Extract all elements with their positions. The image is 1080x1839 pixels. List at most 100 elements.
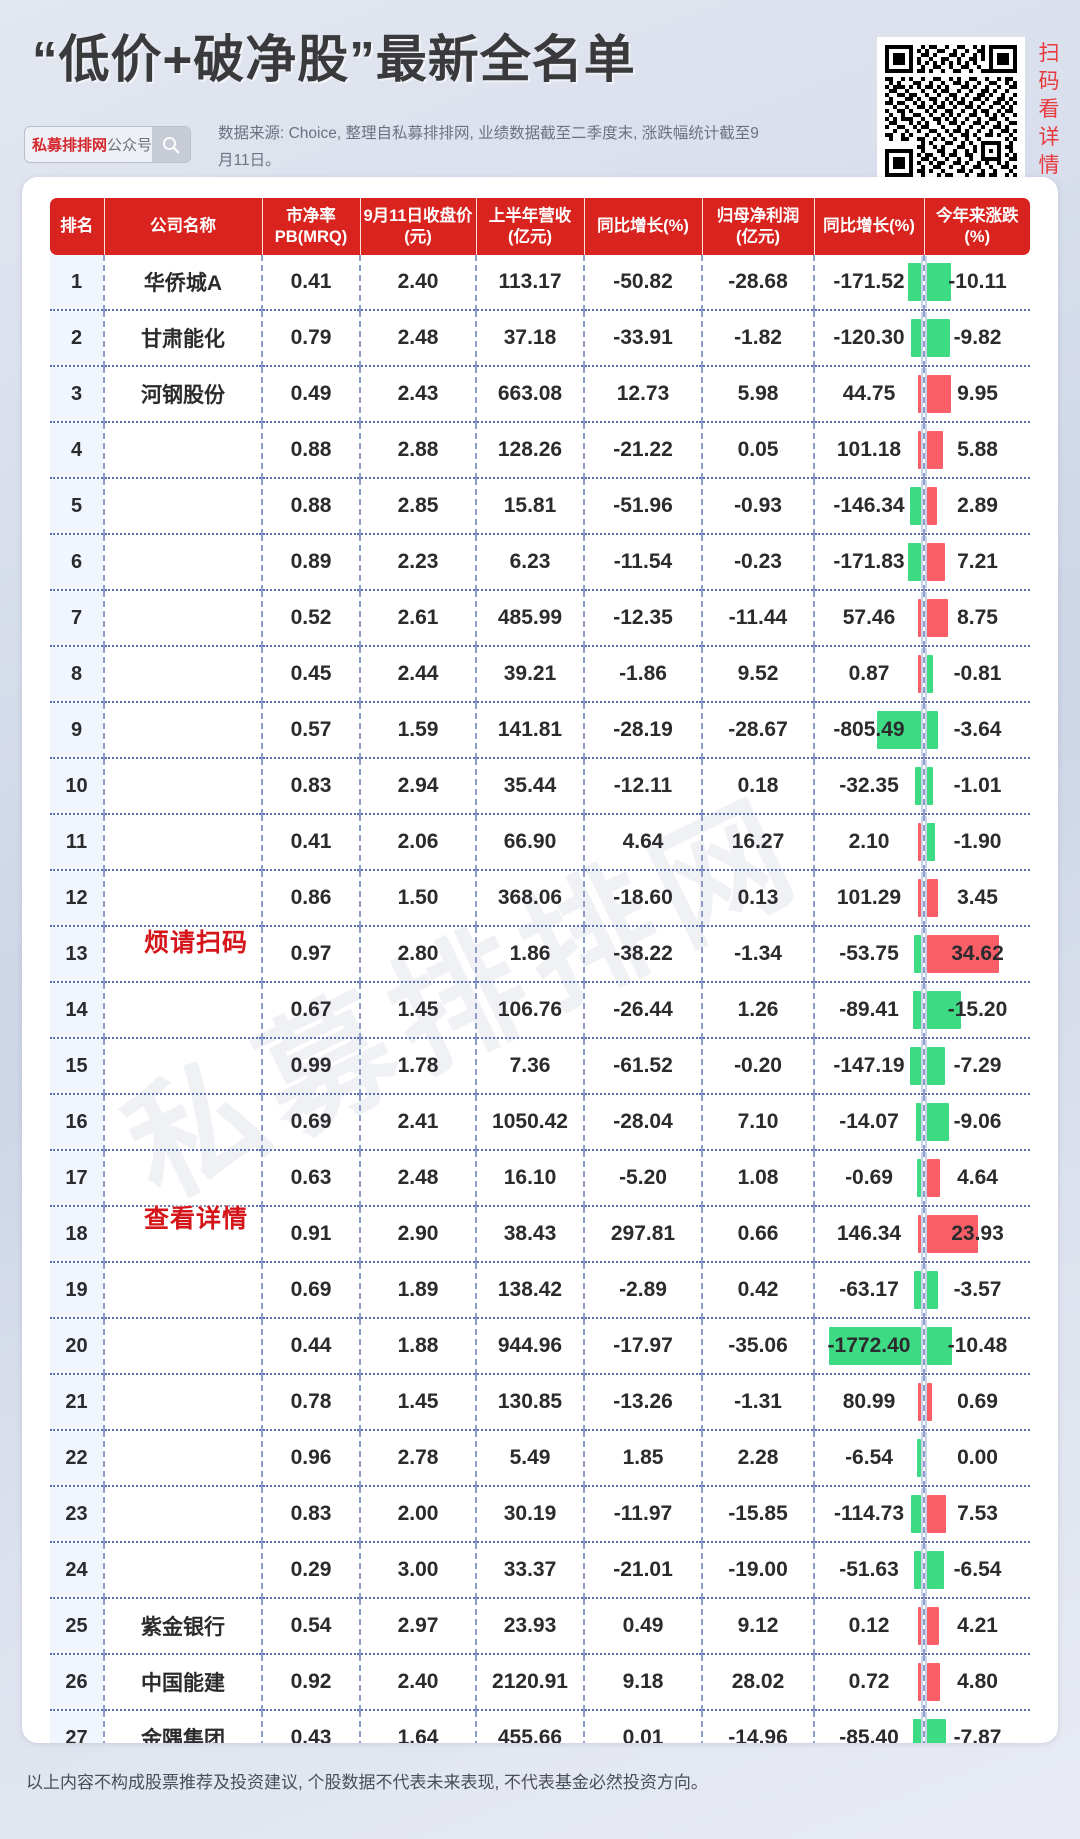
pb-cell: 0.88 [262, 478, 361, 535]
qr-code[interactable] [877, 37, 1025, 185]
rank-cell: 6 [50, 534, 105, 591]
revenue-cell: 6.23 [476, 534, 585, 591]
rank-cell: 10 [50, 758, 105, 815]
ytd-change-value: -0.81 [953, 662, 1002, 685]
net-profit-yoy-value: -53.75 [839, 942, 899, 965]
table-row: 1 华侨城A 0.41 2.40 113.17 -50.82 -28.68 -171.52 -1… [50, 255, 1030, 311]
revenue-cell: 38.43 [476, 1206, 585, 1263]
ytd-change-value: -7.87 [953, 1726, 1002, 1743]
ytd-change-value: 0.00 [957, 1446, 998, 1469]
company-name-cell [104, 1542, 263, 1599]
rank-cell: 11 [50, 814, 105, 871]
net-profit-cell: -11.44 [702, 590, 815, 647]
close-price-cell: 2.80 [360, 926, 477, 983]
net-profit-yoy-value: -171.52 [833, 270, 905, 293]
rank-cell: 21 [50, 1374, 105, 1431]
company-name-cell: 甘肃能化 [104, 310, 263, 367]
ytd-change-value: -3.57 [953, 1278, 1002, 1301]
rank-cell: 20 [50, 1318, 105, 1375]
revenue-cell: 663.08 [476, 366, 585, 423]
revenue-yoy-cell: -26.44 [584, 982, 703, 1039]
close-price-cell: 2.06 [360, 814, 477, 871]
rank-cell: 13 [50, 926, 105, 983]
ytd-change-value: -10.11 [948, 270, 1007, 293]
rank-cell: 4 [50, 422, 105, 479]
pb-cell: 0.69 [262, 1262, 361, 1319]
wechat-search-box[interactable]: 私募排排网公众号 [24, 126, 191, 163]
net-profit-cell: 16.27 [702, 814, 815, 871]
close-price-cell: 1.59 [360, 702, 477, 759]
table-row: 5 0.88 2.85 15.81 -51.96 -0.93 -146.34 2.89 [50, 478, 1030, 535]
revenue-yoy-cell: 1.85 [584, 1430, 703, 1487]
ytd-change-cell: 4.80 [924, 1654, 1030, 1711]
ytd-change-value: 8.75 [957, 606, 998, 629]
company-name-cell [104, 1206, 263, 1263]
net-profit-yoy-cell: 101.29 [814, 870, 925, 927]
table-row: 26 中国能建 0.92 2.40 2120.91 9.18 28.02 0.72 4.80 [50, 1654, 1030, 1711]
revenue-cell: 30.19 [476, 1486, 585, 1543]
ytd-change-value: -6.54 [953, 1558, 1002, 1581]
net-profit-cell: -15.85 [702, 1486, 815, 1543]
net-profit-yoy-cell: -0.69 [814, 1150, 925, 1207]
brand-name: 私募排排网 [32, 137, 108, 154]
net-profit-yoy-cell: -147.19 [814, 1038, 925, 1095]
ytd-change-cell: -7.29 [924, 1038, 1030, 1095]
ytd-change-value: 7.53 [957, 1502, 998, 1525]
revenue-yoy-cell: 9.18 [584, 1654, 703, 1711]
net-profit-yoy-cell: -63.17 [814, 1262, 925, 1319]
net-profit-yoy-value: -32.35 [839, 774, 899, 797]
ytd-change-value: -9.06 [953, 1110, 1002, 1133]
table-row: 6 0.89 2.23 6.23 -11.54 -0.23 -171.83 7.21 [50, 534, 1030, 591]
revenue-cell: 1.86 [476, 926, 585, 983]
ytd-change-cell: 0.69 [924, 1374, 1030, 1431]
pb-cell: 0.89 [262, 534, 361, 591]
ytd-change-cell: -9.82 [924, 310, 1030, 367]
column-header-7: 同比增长(%) [814, 198, 925, 255]
search-icon[interactable] [152, 127, 190, 162]
company-name-cell: 金隅集团 [104, 1710, 263, 1743]
pb-cell: 0.78 [262, 1374, 361, 1431]
table-row: 3 河钢股份 0.49 2.43 663.08 12.73 5.98 44.75 9.95 [50, 366, 1030, 423]
net-profit-yoy-cell: 0.72 [814, 1654, 925, 1711]
column-header-6: 归母净利润 (亿元) [702, 198, 815, 255]
close-price-cell: 2.00 [360, 1486, 477, 1543]
net-profit-yoy-value: -89.41 [839, 998, 899, 1021]
revenue-cell: 66.90 [476, 814, 585, 871]
close-price-cell: 2.40 [360, 1654, 477, 1711]
table-row: 25 紫金银行 0.54 2.97 23.93 0.49 9.12 0.12 4.21 [50, 1598, 1030, 1655]
pb-cell: 0.83 [262, 758, 361, 815]
table-row: 8 0.45 2.44 39.21 -1.86 9.52 0.87 -0.81 [50, 646, 1030, 703]
net-profit-yoy-value: -0.69 [845, 1166, 893, 1189]
scan-prompt-overlay: 烦请扫码 [144, 929, 249, 957]
data-source-note: 数据来源: Choice, 整理自私募排排网, 业绩数据截至二季度末, 涨跌幅统… [218, 125, 759, 169]
company-name-cell [104, 1318, 263, 1375]
ytd-change-cell: 7.53 [924, 1486, 1030, 1543]
close-price-cell: 1.45 [360, 1374, 477, 1431]
ytd-change-value: 4.80 [957, 1670, 998, 1693]
net-profit-yoy-value: 44.75 [842, 382, 896, 405]
net-profit-cell: -0.93 [702, 478, 815, 535]
rank-cell: 25 [50, 1598, 105, 1655]
net-profit-cell: 0.18 [702, 758, 815, 815]
table-body: 1 华侨城A 0.41 2.40 113.17 -50.82 -28.68 -171.52 -1… [50, 255, 1030, 1743]
net-profit-cell: -14.96 [702, 1710, 815, 1743]
close-price-cell: 2.43 [360, 366, 477, 423]
table-row: 20 0.44 1.88 944.96 -17.97 -35.06 -1772.40 -10.… [50, 1318, 1030, 1375]
pb-cell: 0.29 [262, 1542, 361, 1599]
revenue-yoy-cell: -33.91 [584, 310, 703, 367]
ytd-change-value: 23.93 [951, 1222, 1004, 1245]
revenue-cell: 35.44 [476, 758, 585, 815]
net-profit-cell: 7.10 [702, 1094, 815, 1151]
company-name-cell [104, 1486, 263, 1543]
net-profit-yoy-value: 146.34 [836, 1222, 902, 1245]
company-name-cell [104, 814, 263, 871]
close-price-cell: 2.48 [360, 1150, 477, 1207]
net-profit-yoy-value: -114.73 [833, 1502, 905, 1525]
net-profit-yoy-value: 0.87 [848, 662, 890, 685]
column-header-4: 上半年营收 (亿元) [476, 198, 585, 255]
ytd-change-cell: -7.87 [924, 1710, 1030, 1743]
ytd-change-cell: -1.90 [924, 814, 1030, 871]
net-profit-yoy-cell: -171.83 [814, 534, 925, 591]
net-profit-yoy-value: 80.99 [842, 1390, 896, 1413]
revenue-cell: 368.06 [476, 870, 585, 927]
